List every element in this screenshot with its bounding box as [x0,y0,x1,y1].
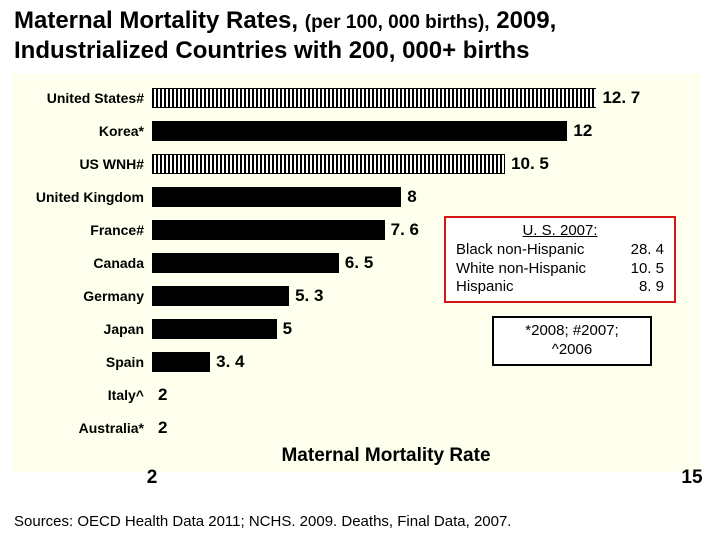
row-label: Spain [20,354,152,370]
row-label: Italy^ [20,387,152,403]
callout-us-2007: U. S. 2007: Black non-Hispanic 28. 4 Whi… [444,216,676,303]
row-label: France# [20,222,152,238]
bar-area: 2 [152,414,692,441]
bar-value: 12 [573,121,592,141]
bar-value: 8 [407,187,416,207]
callout-row-v: 28. 4 [620,241,666,260]
bar-value: 2 [158,418,167,438]
callout-row-k: Hispanic [454,278,620,297]
bar [152,88,596,108]
source-citation: Sources: OECD Health Data 2011; NCHS. 20… [14,513,511,530]
chart-row: Korea* 12 [20,117,692,144]
title-part-b: (per 100, 000 births), [305,12,490,33]
callout-row-k: Black non-Hispanic [454,241,620,260]
chart-area: United States#12. 7Korea*12US WNH#10. 5U… [12,74,700,472]
bar-area: 2 [152,381,692,408]
bar-area: 12 [152,117,692,144]
title-part-a: Maternal Mortality Rates, [14,7,298,34]
chart-row: Italy^ 2 [20,381,692,408]
bar [152,187,401,207]
bar-value: 3. 4 [216,352,244,372]
chart-row: US WNH# 10. 5 [20,150,692,177]
row-label: Japan [20,321,152,337]
bar [152,154,505,174]
chart-row: United States# 12. 7 [20,84,692,111]
bar-value: 5. 3 [295,286,323,306]
bar-area: 8 [152,183,692,210]
callout-row-v: 8. 9 [620,278,666,297]
bar [152,319,277,339]
bar-value: 6. 5 [345,253,373,273]
title-part-c: 2009, [496,7,556,34]
row-label: United States# [20,90,152,106]
title-line2: Industrialized Countries with 200, 000+ … [14,37,529,64]
bar-area: 10. 5 [152,150,692,177]
axis-tick: 2 [147,467,158,489]
x-axis-title: Maternal Mortality Rate [80,445,692,467]
bar [152,253,339,273]
row-label: Germany [20,288,152,304]
bar [152,352,210,372]
callout-footnotes: *2008; #2007; ^2006 [492,316,652,366]
bar-value: 5 [283,319,292,339]
bar-value: 10. 5 [511,154,549,174]
chart-row: United Kingdom 8 [20,183,692,210]
bar-area: 12. 7 [152,84,692,111]
x-axis-ticks: 215 [152,467,692,489]
callout-head: U. S. 2007: [454,222,666,241]
chart-row: Australia* 2 [20,414,692,441]
row-label: United Kingdom [20,189,152,205]
chart-title: Maternal Mortality Rates, (per 100, 000 … [0,0,720,70]
row-label: Korea* [20,123,152,139]
axis-tick: 15 [681,467,702,489]
callout-row-v: 10. 5 [620,260,666,279]
callout-row-k: White non-Hispanic [454,260,620,279]
row-label: US WNH# [20,156,152,172]
bar [152,121,567,141]
row-label: Canada [20,255,152,271]
bar-value: 12. 7 [602,88,640,108]
bar [152,286,289,306]
bar-value: 2 [158,385,167,405]
bar-value: 7. 6 [391,220,419,240]
bar [152,220,385,240]
row-label: Australia* [20,420,152,436]
